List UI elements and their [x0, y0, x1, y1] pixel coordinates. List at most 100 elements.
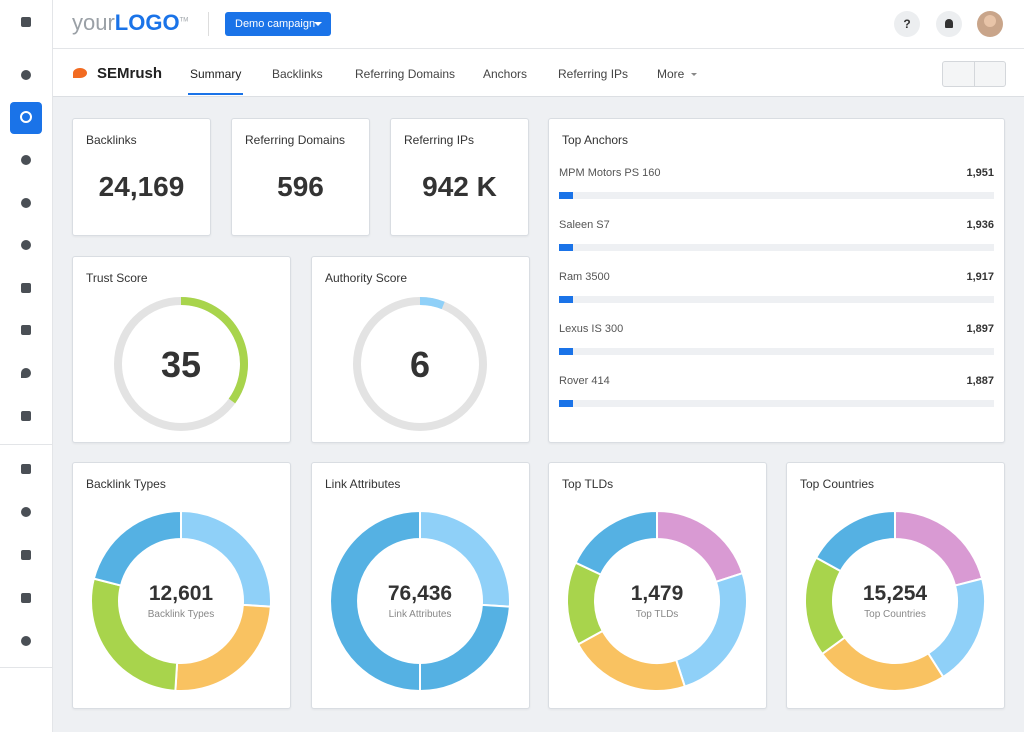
logo: yourLOGOTM	[72, 10, 188, 36]
reports-icon[interactable]	[21, 155, 31, 165]
settings-icon[interactable]	[21, 636, 31, 646]
nav-tab[interactable]: Referring Domains	[355, 67, 456, 81]
help-button[interactable]: ?	[894, 11, 920, 37]
user-icon[interactable]	[21, 507, 31, 517]
gauge-value: 35	[161, 344, 201, 385]
anchor-name: Rover 414	[559, 375, 610, 387]
stat-label: Backlinks	[86, 133, 137, 147]
gauge-label: Authority Score	[325, 271, 408, 285]
divider	[974, 62, 975, 86]
stat-card: Backlinks 24,169	[72, 118, 211, 236]
anchor-bar	[559, 296, 573, 303]
nav-tab[interactable]: Referring IPs	[558, 67, 629, 81]
donut: 15,254 Top Countries	[804, 509, 986, 692]
donut-title: Link Attributes	[325, 477, 401, 491]
donut-segment	[674, 571, 748, 688]
donut-segment	[894, 509, 984, 587]
anchor-value: 1,897	[966, 323, 994, 335]
anchor-track	[559, 244, 994, 251]
search-icon	[20, 111, 32, 123]
donut-card: Link Attributes 76,436 Link Attributes	[311, 462, 530, 709]
donut: 76,436 Link Attributes	[329, 509, 511, 693]
avatar-face	[984, 15, 996, 27]
active-tab-indicator	[188, 93, 243, 95]
anchor-value: 1,917	[966, 271, 994, 283]
anchor-bar	[559, 244, 573, 251]
logo-tm: TM	[179, 17, 189, 24]
gauge: 6	[353, 297, 487, 431]
settings-button[interactable]	[943, 62, 974, 86]
anchor-value: 1,887	[966, 375, 994, 387]
nav-tab[interactable]: Anchors	[483, 67, 528, 81]
home-icon[interactable]	[21, 17, 31, 27]
donut: 12,601 Backlink Types	[90, 509, 272, 692]
stat-value: 596	[277, 171, 324, 202]
anchor-name: MPM Motors PS 160	[559, 167, 661, 179]
stat-label: Referring IPs	[404, 133, 475, 147]
donut-card: Top Countries 15,254 Top Countries	[786, 462, 1005, 709]
donut: 1,479 Top TLDs	[566, 509, 748, 692]
gauge: 35	[114, 297, 248, 431]
caret	[691, 73, 697, 79]
donut-segment	[656, 509, 744, 584]
anchor-track	[559, 400, 994, 407]
mail-icon[interactable]	[21, 325, 31, 335]
donut-title: Top Countries	[800, 477, 875, 491]
gauge-label: Trust Score	[86, 271, 148, 285]
search-button[interactable]	[10, 102, 42, 134]
stat-label: Referring Domains	[245, 133, 346, 147]
nav-tab[interactable]: Summary	[190, 67, 242, 81]
donut-total: 1,479	[631, 582, 684, 605]
chat-icon[interactable]	[21, 198, 31, 208]
dashboard-icon[interactable]	[21, 70, 31, 80]
campaign-button[interactable]: Demo campaign	[225, 12, 331, 36]
stat-value: 942 K	[422, 171, 497, 202]
phone-icon[interactable]	[21, 283, 31, 293]
brand-name: SEMrush	[97, 65, 163, 82]
file-icon[interactable]	[21, 464, 31, 474]
donut-card: Backlink Types 12,601 Backlink Types	[72, 462, 291, 709]
donut-segment	[566, 561, 605, 646]
donut-segment	[820, 636, 945, 692]
nav-tab[interactable]: More	[657, 67, 685, 81]
donut-caption: Top TLDs	[636, 609, 679, 620]
donut-title: Top TLDs	[562, 477, 614, 491]
share-button[interactable]	[975, 62, 1005, 86]
brand-icon	[73, 68, 87, 78]
cart-icon[interactable]	[21, 411, 31, 421]
top-bar	[53, 0, 1024, 49]
gauge-arc	[419, 297, 445, 310]
anchor-track	[559, 296, 994, 303]
donut-segment	[926, 577, 986, 679]
list-icon[interactable]	[21, 550, 31, 560]
donut-title: Backlink Types	[86, 477, 166, 491]
anchor-bar	[559, 192, 573, 199]
stat-card: Referring Domains 596	[231, 118, 370, 236]
notifications-button[interactable]	[936, 11, 962, 37]
anchor-name: Ram 3500	[559, 271, 610, 283]
donut-caption: Link Attributes	[389, 609, 452, 620]
card-title: Top Anchors	[562, 133, 629, 147]
avatar[interactable]	[977, 11, 1003, 37]
location-icon[interactable]	[21, 368, 31, 378]
logo-main: LOGO	[114, 10, 180, 35]
toolbar	[942, 61, 1006, 87]
donut-total: 76,436	[388, 582, 452, 605]
stat-card: Referring IPs 942 K	[390, 118, 529, 236]
plug-icon[interactable]	[21, 593, 31, 603]
donut-segment	[92, 509, 182, 587]
donut-total: 15,254	[863, 582, 928, 605]
donut-caption: Top Countries	[864, 609, 926, 620]
donut-segment	[804, 556, 847, 656]
reviews-icon[interactable]	[21, 240, 31, 250]
anchor-bar	[559, 400, 573, 407]
logo-prefix: your	[72, 10, 115, 35]
bell-icon	[945, 19, 953, 28]
donut-segment	[329, 509, 421, 693]
divider	[0, 444, 52, 445]
nav-tab[interactable]: Backlinks	[272, 67, 323, 81]
divider	[0, 667, 52, 668]
anchor-track	[559, 192, 994, 199]
anchor-bar	[559, 348, 573, 355]
